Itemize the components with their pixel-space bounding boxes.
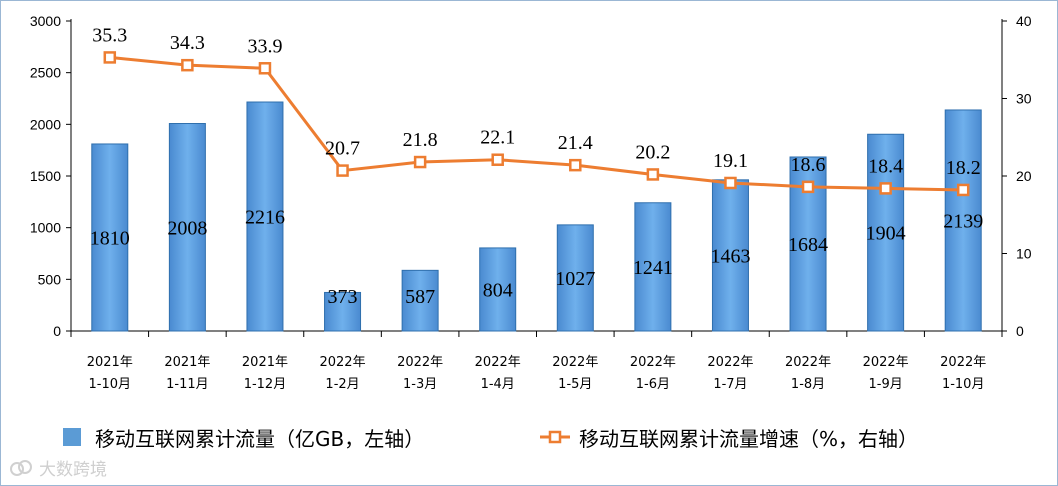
x-tick-label-period: 1-10月 (89, 377, 132, 392)
x-tick-label-period: 1-5月 (558, 377, 592, 392)
x-tick-label-year: 2022年 (707, 355, 753, 370)
y-right-tick-label: 10 (1016, 246, 1032, 262)
legend-bar-swatch (63, 428, 81, 446)
x-tick-label-year: 2022年 (630, 355, 676, 370)
y-left-tick-label: 2000 (30, 116, 61, 132)
growth-line (109, 55, 964, 192)
x-tick-label-period: 1-8月 (791, 377, 825, 392)
x-tick-label-year: 2022年 (475, 355, 521, 370)
watermark-text: 大数跨境 (39, 460, 107, 480)
line-value-label: 19.1 (713, 150, 748, 172)
line-value-label: 21.8 (403, 129, 438, 151)
bar-value-label: 2139 (943, 210, 983, 232)
bar-value-label: 1241 (633, 257, 673, 279)
line-value-label: 18.4 (868, 155, 903, 177)
x-tick-label-period: 1-10月 (942, 377, 985, 392)
line-value-label: 20.7 (325, 138, 360, 160)
bar (246, 101, 284, 332)
bar (479, 247, 517, 332)
bar-value-label: 1684 (788, 234, 828, 256)
x-tick-label-period: 1-12月 (244, 377, 287, 392)
line-value-label: 21.4 (558, 132, 593, 154)
line-point-marker (491, 153, 504, 166)
line-point-marker (646, 168, 660, 181)
bar (711, 179, 749, 332)
bar (91, 143, 129, 332)
x-tick-label-year: 2021年 (242, 355, 288, 370)
y-left-tick-label: 0 (53, 323, 61, 339)
x-tick-label-period: 1-2月 (325, 377, 359, 392)
bar-value-label: 373 (328, 286, 358, 308)
legend-item-line: 移动互联网累计流量增速（%，右轴） (539, 423, 918, 452)
bar (556, 224, 594, 332)
line-point-marker (801, 180, 815, 194)
bar-value-label: 1904 (866, 223, 906, 245)
bar-value-label: 1027 (555, 268, 595, 290)
bar (168, 123, 206, 332)
x-tick-label-year: 2022年 (785, 355, 831, 370)
y-right-tick-label: 0 (1016, 323, 1024, 339)
x-tick-label-period: 1-11月 (166, 377, 209, 392)
x-tick-label-period: 1-9月 (869, 377, 903, 392)
line-point-marker (336, 164, 349, 177)
x-tick-label-period: 1-6月 (636, 377, 670, 392)
line-value-label: 18.6 (791, 154, 826, 176)
line-point-marker (569, 158, 582, 172)
bar-value-label: 1810 (90, 227, 130, 249)
line-value-label: 22.1 (480, 127, 515, 149)
watermark: 大数跨境 (9, 455, 107, 480)
line-point-marker (258, 62, 272, 75)
y-left-tick-label: 2500 (30, 65, 61, 81)
bar (324, 291, 362, 332)
legend-item-bars: 移动互联网累计流量（亿GB，左轴） (63, 423, 424, 452)
x-tick-label-period: 1-7月 (713, 377, 747, 392)
x-tick-label-year: 2022年 (552, 355, 598, 370)
x-tick-label-period: 1-3月 (403, 377, 437, 392)
y-right-tick-label: 20 (1016, 168, 1032, 184)
x-tick-label-year: 2022年 (863, 355, 909, 370)
bar (401, 269, 439, 332)
y-left-tick-label: 1000 (30, 220, 61, 236)
bar-value-label: 2216 (245, 207, 285, 229)
x-tick-label-year: 2022年 (940, 355, 986, 370)
x-tick-label-year: 2022年 (319, 355, 365, 370)
y-left-tick-label: 3000 (30, 13, 61, 29)
line-point-marker (956, 183, 970, 197)
line-point-marker (879, 182, 892, 195)
y-right-tick-label: 40 (1016, 13, 1032, 29)
chart-svg: 0 500 1000 1500 2000 2500 3000 0 10 20 30 40 2021年 1-… (30, 13, 1032, 392)
bar (867, 133, 905, 332)
x-tick-label-year: 2021年 (164, 355, 210, 370)
x-tick-label-year: 2021年 (87, 355, 133, 370)
line-value-label: 20.2 (635, 141, 670, 163)
y-left-tick-label: 500 (38, 271, 62, 287)
line-point-marker (724, 176, 737, 190)
y-left-tick-label: 1500 (30, 168, 61, 184)
legend-bar-label: 移动互联网累计流量（亿GB，左轴） (95, 426, 425, 451)
legend-line-label: 移动互联网累计流量增速（%，右轴） (579, 426, 919, 451)
line-value-label: 33.9 (247, 35, 282, 57)
x-tick-label-period: 1-4月 (481, 377, 515, 392)
legend: 移动互联网累计流量（亿GB，左轴） 移动互联网累计流量增速（%，右轴） (1, 419, 1057, 455)
line-point-marker (181, 58, 194, 72)
y-right-tick-label: 30 (1016, 91, 1032, 107)
line-point-marker (103, 51, 117, 64)
bar-value-label: 2008 (167, 217, 207, 239)
line-value-label: 18.2 (946, 157, 981, 179)
legend-line-swatch (540, 430, 570, 444)
line-value-label: 34.3 (170, 32, 205, 54)
bar-value-label: 1463 (710, 245, 750, 267)
bar-value-label: 587 (405, 286, 435, 308)
bar-value-label: 804 (483, 279, 513, 301)
line-value-label: 35.3 (92, 24, 127, 46)
bar (634, 202, 672, 332)
x-tick-label-year: 2022年 (397, 355, 443, 370)
watermark-logo-icon (10, 459, 32, 476)
bar (944, 109, 982, 332)
line-point-marker (413, 155, 427, 169)
